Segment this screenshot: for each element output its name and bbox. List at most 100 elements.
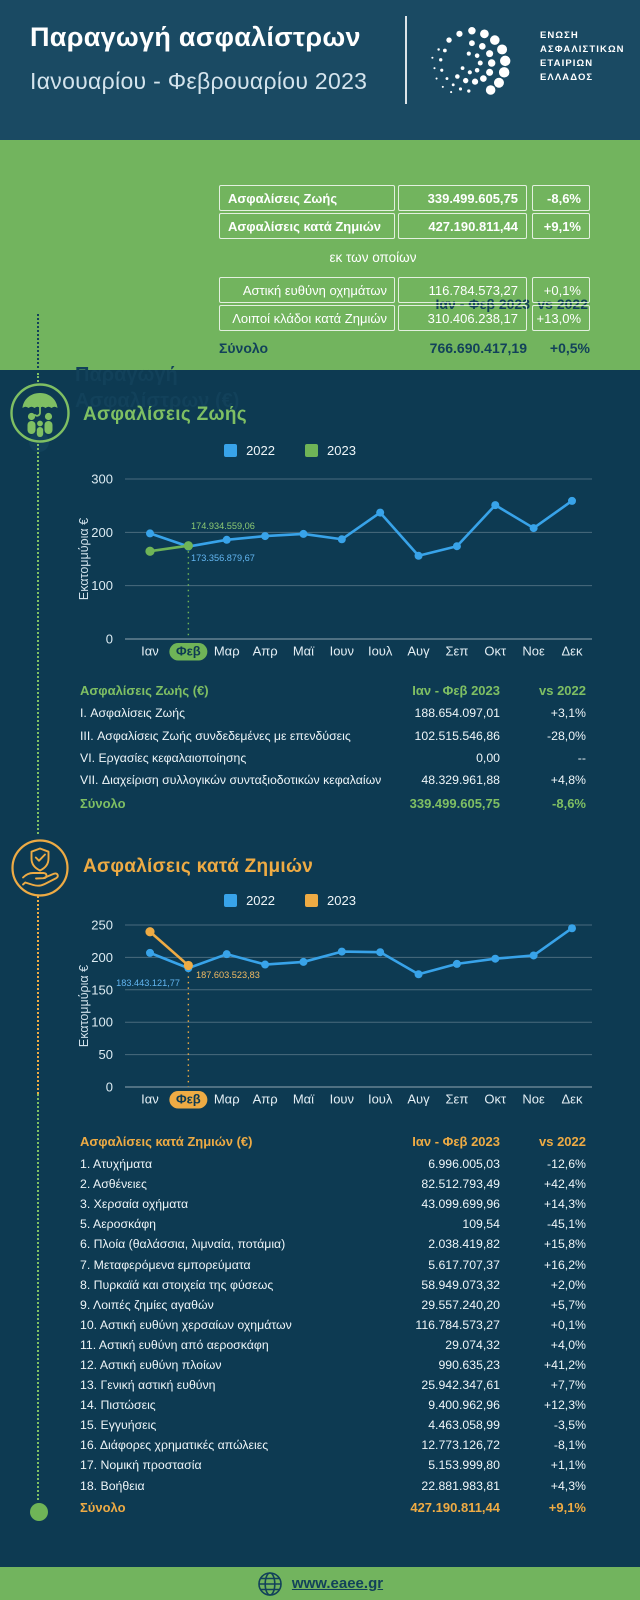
- svg-text:100: 100: [91, 578, 113, 593]
- svg-text:Ιουν: Ιουν: [330, 644, 354, 659]
- svg-text:Σεπ: Σεπ: [446, 1092, 469, 1107]
- table-cell: 16. Διάφορες χρηματικές απώλειες: [80, 1438, 269, 1453]
- svg-text:Μαϊ: Μαϊ: [293, 1092, 315, 1107]
- svg-text:Οκτ: Οκτ: [484, 1092, 507, 1107]
- svg-text:300: 300: [91, 472, 113, 487]
- svg-text:250: 250: [91, 918, 113, 933]
- summary-row-pct-box: +9,1%: [532, 213, 590, 239]
- svg-text:Ιαν: Ιαν: [141, 644, 159, 659]
- table-cell: vs 2022: [539, 682, 586, 698]
- org-line: ΕΝΩΣΗ: [540, 30, 579, 41]
- svg-text:Απρ: Απρ: [253, 1092, 278, 1107]
- timeline-end-dot: [30, 1503, 48, 1521]
- timeline-rail: [37, 373, 39, 382]
- svg-text:Μαϊ: Μαϊ: [293, 644, 315, 659]
- table-row: 12. Αστική ευθύνη πλοίων 990.635,23 +41,2%: [80, 1355, 586, 1375]
- svg-text:150: 150: [91, 982, 113, 997]
- table-row: 14. Πιστώσεις 9.400.962,96 +12,3%: [80, 1395, 586, 1415]
- svg-text:Σεπ: Σεπ: [446, 644, 469, 659]
- table-cell: +7,7%: [550, 1378, 586, 1393]
- summary-title-line2: Ασφαλίστρων (€): [75, 390, 240, 412]
- life-section-heading: Ασφαλίσεις Ζωής: [83, 404, 247, 425]
- summary-band: Παραγωγή Ασφαλίστρων (€) Ιαν - Φεβ 2023 …: [0, 140, 640, 452]
- svg-text:Δεκ: Δεκ: [562, 1092, 583, 1107]
- svg-text:Νοε: Νοε: [522, 1092, 545, 1107]
- table-row: 5. Αεροσκάφη 109,54 -45,1%: [80, 1214, 586, 1234]
- table-cell: I. Ασφαλίσεις Ζωής: [80, 706, 186, 721]
- table-cell: 6. Πλοία (θαλάσσια, λιμναία, ποτάμια): [80, 1237, 286, 1252]
- summary-subnote: εκ των οποίων: [329, 250, 417, 265]
- table-cell: 29.557.240,20: [421, 1297, 500, 1312]
- summary-col-period: Ιαν - Φεβ 2023: [435, 296, 530, 312]
- table-cell: +4,3%: [550, 1478, 586, 1493]
- table-cell: Ασφαλίσεις κατά Ζημιών (€): [80, 1133, 253, 1149]
- summary-subrow-value-box: 116.784.573,27: [398, 277, 527, 303]
- table-row: 3. Χερσαία οχήματα 43.099.699,96 +14,3%: [80, 1194, 586, 1214]
- table-cell: 48.329.961,88: [421, 773, 500, 788]
- table-cell: +9,1%: [548, 1500, 586, 1516]
- table-cell: 17. Νομική προστασία: [80, 1458, 202, 1473]
- svg-text:Απρ: Απρ: [253, 644, 278, 659]
- svg-text:200: 200: [91, 525, 113, 540]
- table-row: 13. Γενική αστική ευθύνη 25.942.347,61 +7,…: [80, 1375, 586, 1395]
- table-cell: 6.996.005,03: [428, 1157, 500, 1172]
- table-row: 17. Νομική προστασία 5.153.999,80 +1,1%: [80, 1455, 586, 1475]
- summary-total-label: Σύνολο: [219, 340, 269, 356]
- summary-row-label: Ασφαλίσεις κατά Ζημιών: [228, 218, 381, 234]
- table-cell: 339.499.605,75: [409, 795, 500, 811]
- table-row: 16. Διάφορες χρηματικές απώλειες 12.773.1…: [80, 1435, 586, 1455]
- table-cell: 14. Πιστώσεις: [80, 1398, 156, 1413]
- table-cell: --: [577, 750, 586, 765]
- table-cell: 990.635,23: [438, 1357, 500, 1372]
- legend-swatch-2022: [224, 894, 238, 907]
- table-cell: -28,0%: [547, 728, 586, 743]
- table-row: 9. Λοιπές ζημίες αγαθών 29.557.240,20 +5,7…: [80, 1295, 586, 1315]
- table-cell: 1. Ατυχήματα: [80, 1157, 153, 1172]
- svg-text:0: 0: [106, 632, 113, 647]
- table-cell: 5.153.999,80: [428, 1458, 500, 1473]
- svg-text:Οκτ: Οκτ: [484, 644, 507, 659]
- table-row: VI. Εργασίες κεφαλαιοποίησης 0,00 --: [80, 747, 586, 769]
- summary-row-pct: +9,1%: [543, 218, 581, 234]
- legend-item: 2022: [224, 443, 275, 458]
- table-row: I. Ασφαλίσεις Ζωής 188.654.097,01 +3,1%: [80, 702, 586, 724]
- summary-row-value: 339.499.605,75: [427, 190, 518, 206]
- table-cell: -3,5%: [553, 1418, 586, 1433]
- summary-row-pct: -8,6%: [547, 190, 581, 206]
- legend-label: 2023: [327, 893, 356, 908]
- table-row: Σύνολο 427.190.811,44 +9,1%: [80, 1496, 586, 1520]
- svg-text:Ιουν: Ιουν: [330, 1092, 354, 1107]
- svg-text:50: 50: [99, 1047, 113, 1062]
- table-cell: -45,1%: [547, 1217, 586, 1232]
- table-row: Ασφαλίσεις κατά Ζημιών (€) Ιαν - Φεβ 2023…: [80, 1128, 586, 1154]
- table-cell: +3,1%: [550, 706, 586, 721]
- table-cell: 188.654.097,01: [414, 706, 500, 721]
- website-link[interactable]: www.eaee.gr: [291, 1575, 384, 1592]
- table-cell: 8. Πυρκαϊά και στοιχεία της φύσεως: [80, 1277, 274, 1292]
- svg-text:200: 200: [91, 950, 113, 965]
- svg-text:100: 100: [91, 1015, 113, 1030]
- timeline-rail: [37, 444, 39, 834]
- svg-text:Φεβ: Φεβ: [176, 644, 201, 659]
- summary-row-label: Ασφαλίσεις Ζωής: [228, 190, 338, 206]
- legend-swatch-2023: [305, 894, 318, 907]
- summary-subrow-pct: +13,0%: [536, 310, 581, 326]
- table-row: 1. Ατυχήματα 6.996.005,03 -12,6%: [80, 1154, 586, 1174]
- summary-col-vs: vs 2022: [537, 296, 588, 312]
- table-cell: 5. Αεροσκάφη: [80, 1217, 157, 1232]
- nonlife-chart-legend: 2022 2023: [120, 893, 460, 908]
- table-cell: +2,0%: [550, 1277, 586, 1292]
- table-cell: 5.617.707,37: [428, 1257, 500, 1272]
- table-cell: Ασφαλίσεις Ζωής (€): [80, 682, 209, 698]
- table-cell: 2. Ασθένειες: [80, 1177, 147, 1192]
- legend-label: 2022: [246, 893, 275, 908]
- org-line: ΕΤΑΙΡΙΩΝ: [540, 58, 594, 69]
- life-insurance-icon: [10, 383, 70, 443]
- summary-subrow-value: 310.406.238,17: [427, 310, 518, 326]
- table-cell: 29.074,32: [445, 1337, 500, 1352]
- table-cell: Ιαν - Φεβ 2023: [412, 682, 500, 698]
- eaee-logo-icon: [431, 26, 511, 95]
- svg-text:Ιουλ: Ιουλ: [368, 644, 393, 659]
- timeline-rail: [37, 896, 39, 1094]
- header: Παραγωγή ασφαλίστρων Ιανουαρίου - Φεβρου…: [0, 0, 640, 140]
